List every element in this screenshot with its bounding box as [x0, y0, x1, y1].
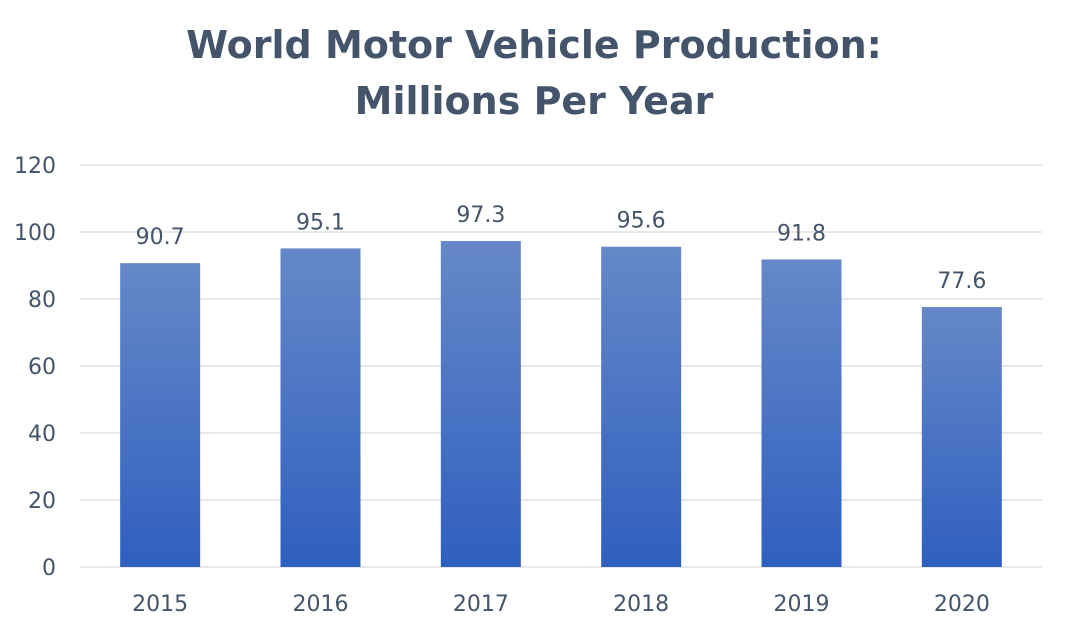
data-label: 90.7: [136, 225, 185, 250]
chart-title-line-1: World Motor Vehicle Production:: [186, 23, 882, 67]
bars: [120, 241, 1002, 568]
y-axis-ticks: 0 20 40 60 80 100 120: [14, 154, 56, 581]
data-label: 77.6: [937, 269, 986, 294]
x-tick-label: 2017: [453, 592, 509, 617]
x-tick-label: 2019: [774, 592, 830, 617]
y-tick-label: 40: [28, 422, 56, 447]
gridlines: [80, 164, 1042, 568]
bar: [280, 248, 361, 568]
chart-title-line-2: Millions Per Year: [355, 79, 714, 123]
bar: [120, 263, 201, 567]
data-label: 97.3: [456, 203, 505, 228]
data-label: 91.8: [777, 221, 826, 246]
x-axis-ticks: 2015 2016 2017 2018 2019 2020: [132, 592, 990, 617]
data-label: 95.1: [296, 210, 345, 235]
y-tick-label: 0: [42, 556, 56, 581]
bar: [921, 307, 1002, 567]
data-labels: 90.7 95.1 97.3 95.6 91.8 77.6: [136, 203, 987, 294]
y-tick-label: 120: [14, 154, 56, 179]
bar: [761, 259, 842, 567]
y-tick-label: 20: [28, 489, 56, 514]
y-tick-label: 100: [14, 221, 56, 246]
bar: [601, 246, 682, 568]
y-tick-label: 80: [28, 288, 56, 313]
x-tick-label: 2015: [132, 592, 188, 617]
x-tick-label: 2016: [293, 592, 349, 617]
bar: [440, 241, 521, 568]
x-tick-label: 2020: [934, 592, 990, 617]
x-tick-label: 2018: [613, 592, 669, 617]
data-label: 95.6: [617, 209, 666, 234]
y-tick-label: 60: [28, 355, 56, 380]
